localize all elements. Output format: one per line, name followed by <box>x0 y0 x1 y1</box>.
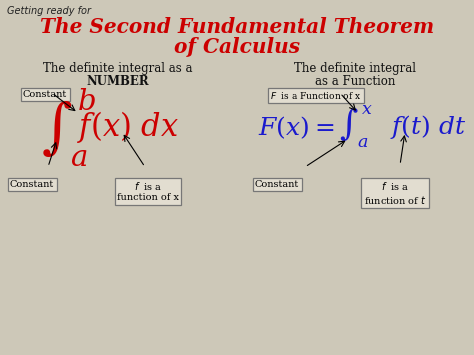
Text: $F(x)=\int_a^x$: $F(x)=\int_a^x$ <box>258 104 373 150</box>
Text: Constant: Constant <box>10 180 54 189</box>
Text: NUMBER: NUMBER <box>87 75 149 88</box>
Text: The definite integral: The definite integral <box>294 62 416 75</box>
Text: $\int_a^b$: $\int_a^b$ <box>41 86 95 168</box>
Text: as a Function: as a Function <box>315 75 395 88</box>
Text: $F$  is a Function of x: $F$ is a Function of x <box>270 90 362 101</box>
Text: The definite integral as a: The definite integral as a <box>43 62 193 75</box>
Text: Constant: Constant <box>255 180 299 189</box>
Text: $f(x)\ dx$: $f(x)\ dx$ <box>77 109 179 145</box>
Text: Getting ready for: Getting ready for <box>7 6 91 16</box>
Text: $f$  is a
function of $t$: $f$ is a function of $t$ <box>364 180 426 206</box>
Text: Constant: Constant <box>23 90 67 99</box>
Text: $f$  is a
function of x: $f$ is a function of x <box>117 180 179 202</box>
Text: of Calculus: of Calculus <box>174 37 300 57</box>
Text: The Second Fundamental Theorem: The Second Fundamental Theorem <box>40 17 434 37</box>
Text: $f(t)\ dt$: $f(t)\ dt$ <box>390 113 466 141</box>
